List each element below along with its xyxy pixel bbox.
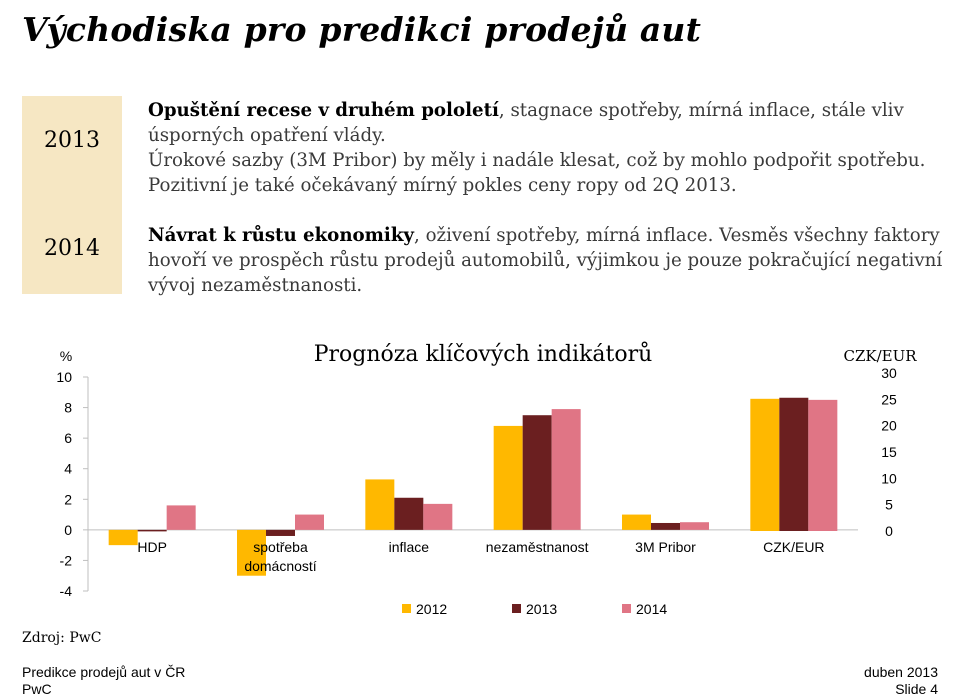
legend-swatch-2012 [402,604,411,613]
category-label: spotřeba [253,539,308,555]
bar-2012-2 [365,479,395,530]
paragraph-2013-text: , stagnace spotřeby, mírná inflace, stál… [148,100,904,146]
bar-2014-5 [808,399,838,531]
left-axis-tick-label: 10 [56,369,72,385]
bar-2013-1 [266,529,295,536]
right-axis-tick-label: 10 [881,470,897,486]
bar-2012-4 [622,514,651,530]
right-axis-tick-label: 0 [885,523,893,539]
left-axis-tick-label: 4 [64,461,72,477]
paragraph-2014: Návrat k růstu ekonomiky, oživení spotře… [148,223,948,298]
footer-date: duben 2013 [864,664,938,680]
bar-2012-0 [108,529,138,546]
left-axis-unit: % [60,348,72,364]
category-label: CZK/EUR [763,539,824,555]
left-axis-tick-label: 8 [64,400,72,416]
bar-2014-0 [166,505,196,530]
year-column: 2013 2014 [22,96,122,294]
bar-2012-5 [750,398,780,531]
legend-label-2012: 2012 [416,601,447,617]
legend-swatch-2013 [512,604,521,613]
category-label: domácností [244,558,316,574]
category-label: inflace [389,539,430,555]
bar-2014-2 [423,503,453,530]
chart-title: Prognóza klíčových indikátorů [314,340,653,367]
footer-left-title: Predikce prodejů aut v ČR [22,664,186,680]
bar-2013-4 [651,522,680,530]
bar-2012-1 [237,529,266,576]
left-axis-tick-label: 2 [64,491,72,507]
indicator-forecast-chart: Prognóza klíčových indikátorů% CZK/EUR 10 8… [56,340,917,617]
paragraph-2014-text: , oživení spotřeby, mírná inflace. Vesmě… [148,225,943,296]
right-axis-tick-label: 20 [881,418,897,434]
left-axis-tick-label: 0 [64,522,72,538]
bar-2014-1 [295,514,324,530]
legend-label-2014: 2014 [636,601,667,617]
left-axis-tick-label: -4 [60,583,73,599]
bar-2012-3 [493,425,523,530]
bar-2014-4 [680,522,709,530]
paragraph-2013-extra: Úrokové sazby (3M Pribor) by měly i nadá… [148,150,926,196]
right-axis-tick-label: 25 [881,391,897,407]
bar-2014-3 [551,409,581,530]
paragraph-2013-bold: Opuštění recese v druhém pololetí [148,100,499,121]
right-axis-unit: CZK/EUR [843,347,917,365]
right-axis-tick-label: 15 [881,444,897,460]
category-label: 3M Pribor [635,539,696,555]
year-label-2014: 2014 [44,236,100,261]
category-label: nezaměstnanost [486,539,589,555]
legend-label-2013: 2013 [526,601,557,617]
legend-swatch-2014 [622,604,631,613]
right-axis-tick-label: 30 [881,365,897,381]
bar-2013-3 [522,415,552,530]
footer-left-company: PwC [22,681,52,697]
category-label: HDP [137,539,167,555]
left-axis-tick-label: -2 [60,552,73,568]
right-axis-tick-label: 5 [885,497,893,513]
footer-slide-number: Slide 4 [895,681,938,697]
bar-2013-2 [394,497,424,530]
left-axis-tick-label: 6 [64,430,72,446]
source-note: Zdroj: PwC [22,630,102,646]
year-label-2013: 2013 [44,128,100,153]
bar-2013-0 [137,529,167,532]
paragraph-2014-bold: Návrat k růstu ekonomiky [148,225,414,246]
paragraph-2013: Opuštění recese v druhém pololetí, stagn… [148,98,948,198]
bar-2013-5 [779,397,809,531]
slide-title: Východiska pro predikci prodejů aut [22,10,702,49]
